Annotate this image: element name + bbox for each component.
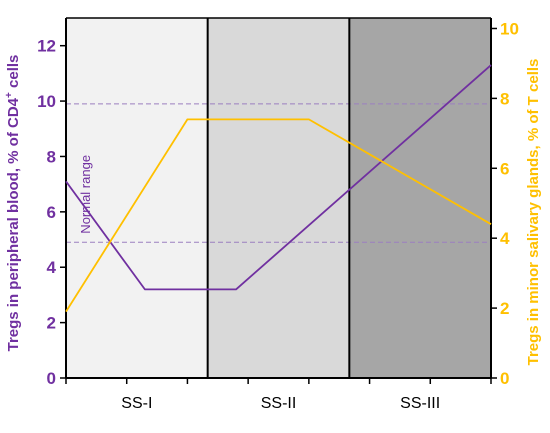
category-label: SS-III bbox=[400, 395, 440, 412]
y-right-tick-label: 6 bbox=[500, 159, 509, 178]
y-left-tick-label: 10 bbox=[37, 92, 56, 111]
y-right-tick-label: 2 bbox=[500, 299, 509, 318]
series-line-peripheral-blood bbox=[65, 64, 492, 291]
y-left-tick-label: 4 bbox=[47, 258, 57, 277]
y-left-axis-title: Tregs in peripheral blood, % of CD4+ cel… bbox=[4, 55, 22, 352]
region-ss-ii bbox=[207, 18, 350, 378]
y-left-tick-label: 6 bbox=[47, 203, 56, 222]
y-right-tick-label: 4 bbox=[500, 229, 510, 248]
y-left-tick-label: 2 bbox=[47, 314, 56, 333]
region-ss-iii bbox=[349, 18, 491, 378]
axes: 0 2 4 6 8 10 12 0 2 4 6 8 10 bbox=[37, 18, 519, 388]
category-label: SS-I bbox=[121, 395, 152, 412]
normal-range-label: Normal range bbox=[78, 155, 93, 234]
series-lines bbox=[65, 64, 492, 313]
series-line-salivary-glands bbox=[65, 118, 492, 313]
category-label: SS-II bbox=[261, 395, 297, 412]
y-left-tick-label: 12 bbox=[37, 37, 56, 56]
y-left-tick-label: 8 bbox=[47, 147, 56, 166]
y-right-tick-label: 10 bbox=[500, 19, 519, 38]
y-right-tick-label: 8 bbox=[500, 89, 509, 108]
y-right-tick-label: 0 bbox=[500, 369, 509, 388]
normal-range-lines bbox=[66, 103, 491, 243]
region-boundaries bbox=[66, 17, 491, 378]
labels: SS-I SS-II SS-III Normal range Tregs in peri… bbox=[4, 55, 542, 412]
category-regions bbox=[66, 18, 491, 378]
y-left-tick-label: 0 bbox=[47, 369, 56, 388]
y-right-axis-title: Tregs in minor salivary glands, % of T c… bbox=[525, 59, 542, 366]
